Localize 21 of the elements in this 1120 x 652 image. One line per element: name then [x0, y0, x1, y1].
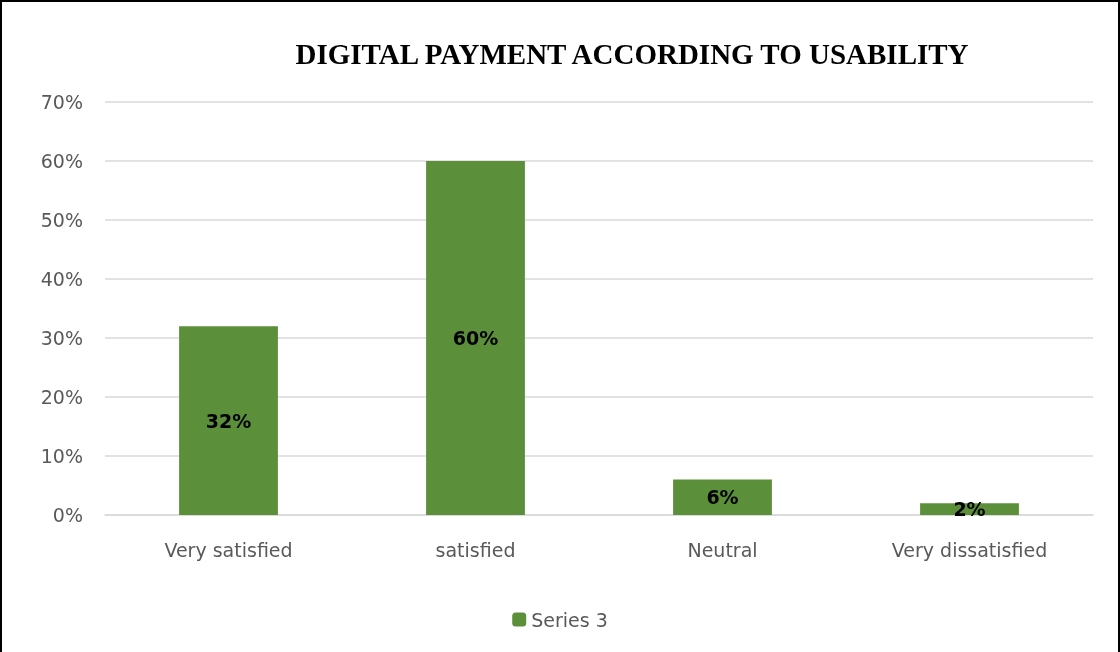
x-tick-label: satisfied	[435, 538, 516, 561]
x-tick-label: Very dissatisfied	[891, 538, 1048, 561]
bar	[673, 479, 772, 515]
y-tick-label: 60%	[40, 150, 83, 172]
y-tick-label: 50%	[40, 209, 83, 231]
data-label: 32%	[205, 409, 252, 432]
data-label: 60%	[452, 327, 499, 349]
data-label: 6%	[706, 486, 739, 509]
x-tick-label: Very satisfied	[164, 538, 293, 561]
x-tick-label: Neutral	[687, 538, 758, 561]
legend-label: Series 3	[531, 608, 608, 631]
chart-title: DIGITAL PAYMENT ACCORDING TO USABILITY	[295, 37, 969, 70]
bar	[179, 326, 278, 515]
y-tick-label: 40%	[40, 268, 83, 290]
y-tick-label: 30%	[40, 327, 83, 349]
y-tick-label: 20%	[40, 386, 83, 408]
y-tick-label: 0%	[52, 504, 83, 526]
y-tick-label: 10%	[40, 445, 83, 467]
bar	[426, 161, 525, 515]
data-label: 2%	[953, 498, 986, 521]
y-tick-label: 70%	[40, 91, 83, 113]
